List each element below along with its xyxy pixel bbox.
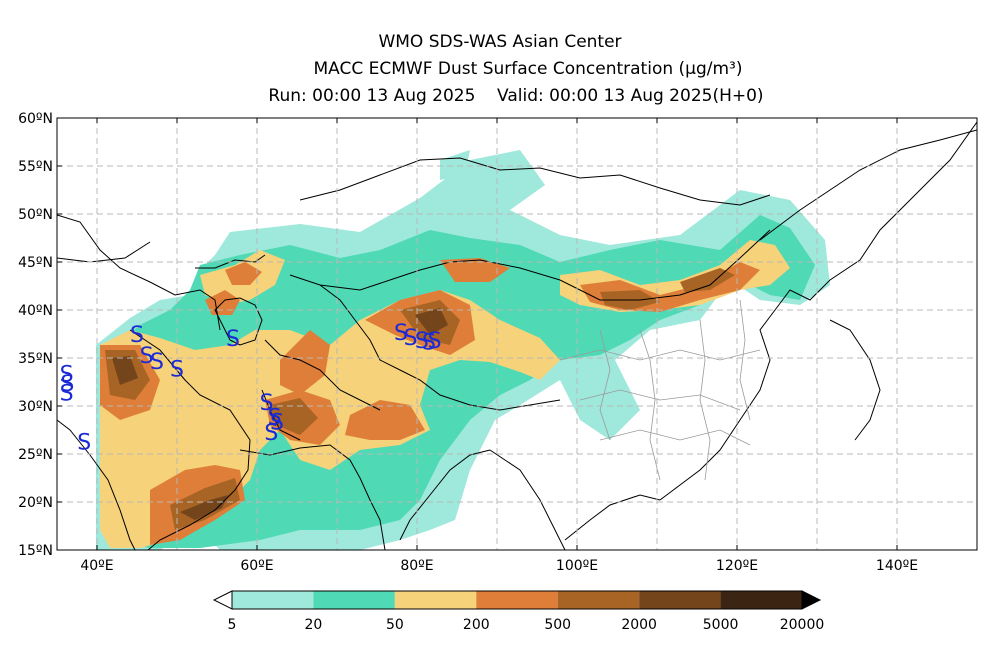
colorbar-label: 2000 <box>621 617 657 633</box>
map-frame <box>56 117 978 551</box>
colorbar-swatch <box>639 591 721 609</box>
dust-storm-marker: S <box>60 372 74 397</box>
dust-storm-marker: S <box>77 431 91 456</box>
lon-tick-label: 120ºE <box>716 558 758 574</box>
dust-storm-marker: S <box>264 421 278 446</box>
lat-tick-label: 45ºN <box>18 255 53 271</box>
lat-tick-label: 35ºN <box>18 351 53 367</box>
dust-storm-marker: S <box>60 382 74 407</box>
dust-storm-marker: S <box>150 350 164 375</box>
lon-tick-label: 80ºE <box>400 558 433 574</box>
title-line-2: MACC ECMWF Dust Surface Concentration (µ… <box>313 59 743 79</box>
lon-tick-label: 60ºE <box>240 558 273 574</box>
dust-storm-marker: S <box>140 344 154 369</box>
colorbar-swatch <box>232 591 314 609</box>
lon-axis: 40ºE 60ºE 80ºE 100ºE 120ºE 140ºE <box>80 118 978 574</box>
colorbar-swatch <box>476 591 558 609</box>
dust-storm-marker: S <box>170 358 184 383</box>
dust-storm-marker: S <box>130 323 144 348</box>
lat-tick-label: 30ºN <box>18 399 53 415</box>
lat-tick-label: 20ºN <box>18 495 53 511</box>
lat-tick-label: 55ºN <box>18 159 53 175</box>
dust-storm-marker: S <box>268 406 282 431</box>
dust-storm-marker: S <box>404 326 418 351</box>
colorbar-label: 20000 <box>780 617 825 633</box>
colorbar-under-arrow <box>212 590 233 610</box>
lat-tick-label: 40ºN <box>18 303 53 319</box>
colorbar-swatch <box>313 591 395 609</box>
dust-storm-marker: S <box>415 329 429 354</box>
lat-tick-label: 15ºN <box>18 543 53 559</box>
dust-storm-marker: S <box>394 321 408 346</box>
graticule <box>57 118 977 550</box>
lat-tick-label: 25ºN <box>18 447 53 463</box>
colorbar-over-arrow <box>801 590 822 610</box>
lon-tick-label: 140ºE <box>876 558 918 574</box>
dust-concentration-field <box>96 150 830 550</box>
dust-storm-marker: S <box>226 327 240 352</box>
colorbar-label: 5000 <box>703 617 739 633</box>
colorbar-frame <box>231 590 803 610</box>
dust-storm-marker: S <box>270 410 284 435</box>
colorbar-label: 5 <box>228 617 237 633</box>
lat-tick-label: 50ºN <box>18 207 53 223</box>
lat-axis: 60ºN 55ºN 50ºN 45ºN 40ºN 35ºN 30ºN 25ºN 20ºN 15ºN <box>18 111 62 559</box>
colorbar-label: 50 <box>386 617 404 633</box>
dust-storm-marker: S <box>60 362 74 387</box>
map-plot-area <box>57 118 977 550</box>
colorbar-label: 20 <box>305 617 323 633</box>
colorbar-label: 200 <box>463 617 490 633</box>
colorbar: 5 20 50 200 500 2000 5000 20000 <box>212 590 825 633</box>
colorbar-swatch <box>394 591 477 609</box>
lon-tick-label: 40ºE <box>80 558 113 574</box>
dust-storm-marker: S <box>422 331 436 356</box>
colorbar-label: 500 <box>544 617 571 633</box>
dust-storm-marker: S <box>428 329 442 354</box>
lon-tick-label: 100ºE <box>556 558 598 574</box>
dust-storm-marker: S <box>260 391 274 416</box>
map-outlines <box>57 121 977 550</box>
title-line-3: Run: 00:00 13 Aug 2025 Valid: 00:00 13 A… <box>268 86 764 106</box>
province-outlines <box>559 299 761 481</box>
title-line-1: WMO SDS-WAS Asian Center <box>378 32 622 52</box>
colorbar-swatch <box>557 591 640 609</box>
colorbar-swatch <box>720 591 802 609</box>
lat-tick-label: 60ºN <box>18 111 53 127</box>
